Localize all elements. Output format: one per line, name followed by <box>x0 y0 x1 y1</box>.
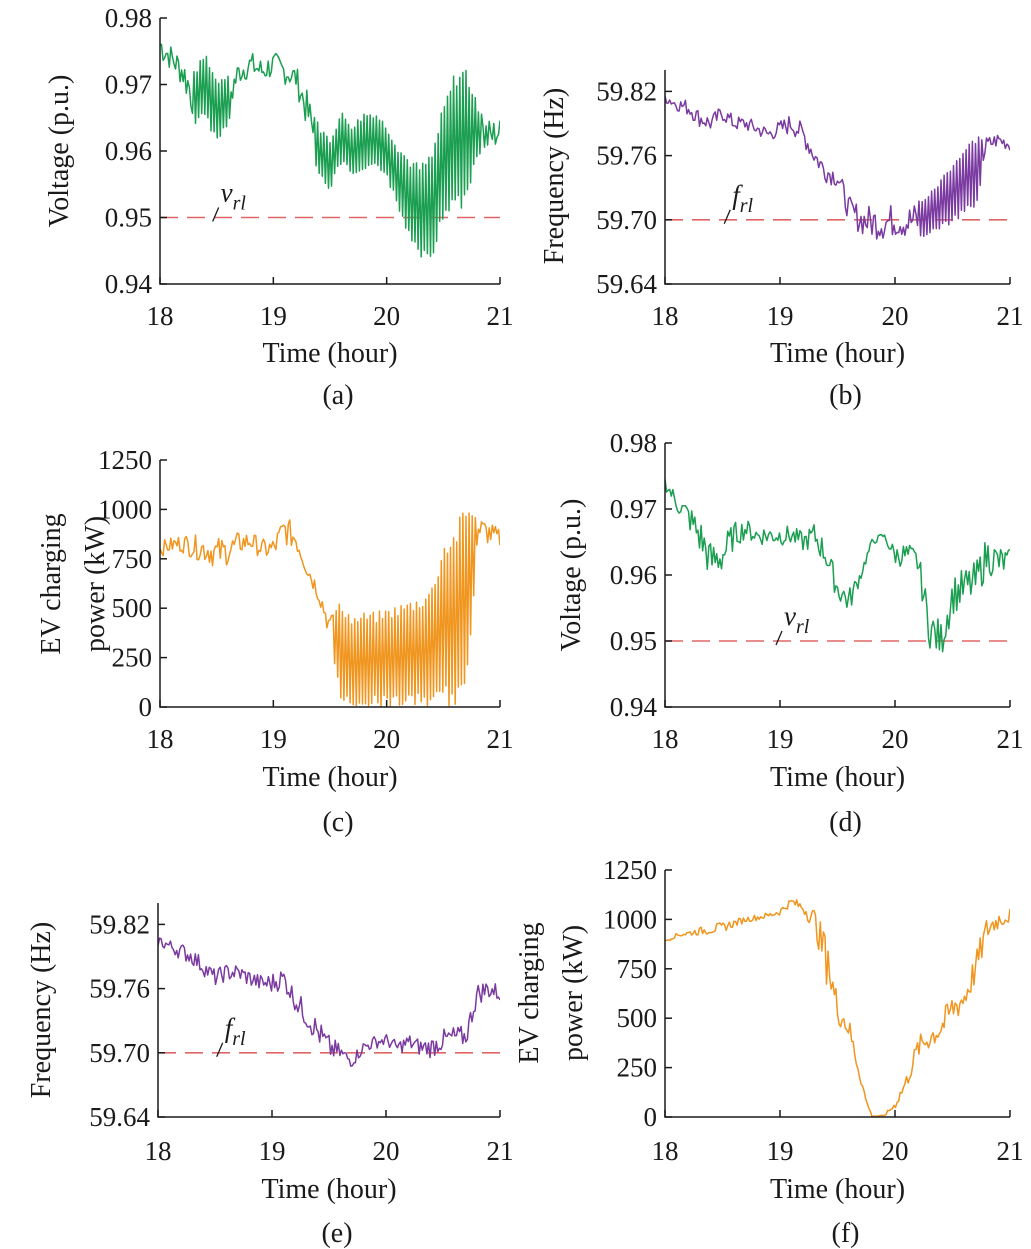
y-tick-label: 0.95 <box>105 203 152 233</box>
series-line <box>158 937 500 1067</box>
axes <box>157 903 500 1118</box>
y-tick-label: 750 <box>617 954 658 984</box>
panel-caption: (e) <box>321 1218 352 1249</box>
y-tick-label: 750 <box>112 544 153 574</box>
y-tick-label: 250 <box>617 1053 658 1083</box>
panel-b: frl 59.64 59.70 59.76 59.82 18 19 20 21 Time (hou… <box>539 70 1024 411</box>
y-tick-label: 1250 <box>603 855 657 885</box>
x-tick-label: 19 <box>259 1136 286 1166</box>
x-tick-label: 20 <box>882 724 909 754</box>
y-tick-label: 0.96 <box>105 136 152 166</box>
panel-e: frl 59.64 59.70 59.76 59.82 18 19 20 21 Time (hou… <box>26 903 514 1249</box>
y-tick-label: 0.94 <box>610 692 658 722</box>
reference-label: vrl <box>784 601 810 638</box>
y-tick-label: 1250 <box>98 445 152 475</box>
y-tick-label: 59.76 <box>596 141 657 171</box>
reference-leader <box>212 207 220 222</box>
x-tick-label: 21 <box>997 1136 1024 1166</box>
y-tick-label: 0 <box>139 692 153 722</box>
reference-label: vrl <box>221 178 247 215</box>
y-axis-title: EV charging power (kW) <box>514 922 589 1063</box>
series-line <box>160 43 500 258</box>
y-tick-label: 0.98 <box>105 3 152 33</box>
x-tick-label: 20 <box>373 1136 400 1166</box>
panel-caption: (b) <box>829 380 862 411</box>
x-tick-label: 18 <box>147 301 174 331</box>
x-tick-label: 19 <box>260 301 287 331</box>
x-tick-label: 19 <box>260 724 287 754</box>
reference-label: frl <box>225 1013 246 1050</box>
axes <box>664 70 1010 285</box>
axes <box>664 443 1010 708</box>
panel-caption: (c) <box>322 807 353 838</box>
x-axis-title: Time (hour) <box>770 1174 905 1205</box>
panel-caption: (d) <box>829 807 862 838</box>
x-axis-title: Time (hour) <box>770 338 905 369</box>
x-tick-label: 21 <box>487 301 514 331</box>
x-tick-label: 20 <box>882 1136 909 1166</box>
x-tick-label: 21 <box>487 1136 514 1166</box>
y-axis-title: Voltage (p.u.) <box>556 499 587 652</box>
y-tick-label: 59.76 <box>89 974 150 1004</box>
series-line <box>665 899 1010 1117</box>
x-tick-label: 21 <box>997 301 1024 331</box>
y-tick-label: 0.94 <box>105 269 153 299</box>
y-tick-label: 59.70 <box>596 205 657 235</box>
y-tick-label: 59.70 <box>89 1038 150 1068</box>
x-tick-label: 19 <box>767 724 794 754</box>
x-tick-label: 20 <box>373 724 400 754</box>
y-tick-label: 1000 <box>98 494 152 524</box>
y-tick-label: 500 <box>617 1003 658 1033</box>
y-tick-label: 0.97 <box>610 494 657 524</box>
x-tick-label: 21 <box>997 724 1024 754</box>
y-tick-label: 0.95 <box>610 626 657 656</box>
reference-label: frl <box>732 180 753 217</box>
y-tick-label: 59.82 <box>596 76 657 106</box>
x-tick-label: 18 <box>652 724 679 754</box>
x-axis-title: Time (hour) <box>770 762 905 793</box>
y-tick-label: 500 <box>112 593 153 623</box>
x-tick-label: 18 <box>145 1136 172 1166</box>
y-tick-label: 1000 <box>603 904 657 934</box>
y-axis-title: EV charging power (kW) <box>36 513 111 654</box>
series-line <box>665 95 1010 240</box>
reference-leader <box>216 1042 224 1058</box>
x-axis-title: Time (hour) <box>261 1174 396 1205</box>
series-line <box>160 512 500 707</box>
series-line <box>665 479 1010 653</box>
y-tick-label: 0 <box>644 1102 658 1132</box>
reference-leader <box>723 209 731 225</box>
y-tick-label: 59.82 <box>89 909 150 939</box>
x-axis-title: Time (hour) <box>262 338 397 369</box>
x-tick-label: 20 <box>373 301 400 331</box>
y-tick-label: 59.64 <box>89 1102 150 1132</box>
y-tick-label: 0.96 <box>610 560 657 590</box>
y-tick-label: 0.97 <box>105 70 152 100</box>
axes <box>664 870 1010 1118</box>
x-tick-label: 19 <box>767 1136 794 1166</box>
x-tick-label: 19 <box>767 301 794 331</box>
y-axis-title: Frequency (Hz) <box>26 922 57 1098</box>
x-axis-title: Time (hour) <box>262 762 397 793</box>
x-tick-label: 18 <box>147 724 174 754</box>
x-tick-label: 21 <box>487 724 514 754</box>
panel-caption: (f) <box>832 1218 860 1249</box>
x-tick-label: 18 <box>652 1136 679 1166</box>
y-axis-title: Frequency (Hz) <box>539 88 570 264</box>
panel-caption: (a) <box>322 380 353 411</box>
panel-a: vrl 0.94 0.95 0.96 0.97 0.98 18 19 20 21 Time (hou… <box>44 3 514 411</box>
panel-d: vrl 0.94 0.95 0.96 0.97 0.98 18 19 20 21 Time (hou… <box>556 428 1024 838</box>
y-tick-label: 250 <box>112 643 153 673</box>
panel-c: 0 250 500 750 1000 1250 18 19 20 21 Time (hour) EV … <box>36 445 514 838</box>
x-tick-label: 18 <box>652 301 679 331</box>
y-axis-title: Voltage (p.u.) <box>44 75 75 228</box>
y-tick-label: 59.64 <box>596 269 657 299</box>
x-tick-label: 20 <box>882 301 909 331</box>
y-tick-label: 0.98 <box>610 428 657 458</box>
reference-leader <box>775 630 783 646</box>
panel-f: 0 250 500 750 1000 1250 18 19 20 21 Time (hour) EV … <box>514 855 1024 1249</box>
